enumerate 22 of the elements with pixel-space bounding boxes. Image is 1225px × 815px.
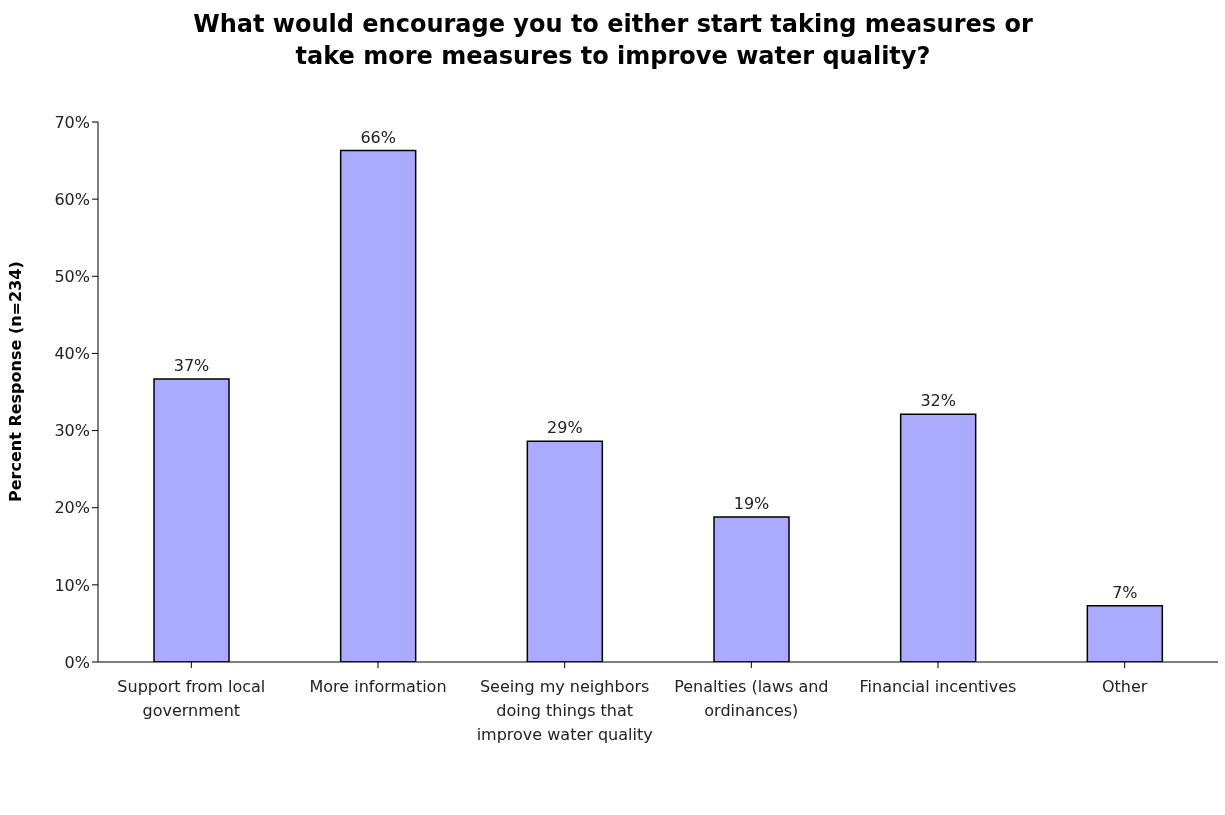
data-label: 37% (173, 355, 210, 375)
x-tick-label: Seeing my neighbors doing things that improve water quality (476, 677, 653, 744)
y-tick-label: 0% (64, 652, 90, 672)
x-tick-label: Support from local government (117, 677, 266, 720)
data-label: 29% (547, 418, 583, 438)
x-tick-label: Financial incentives (859, 677, 1017, 696)
y-tick-label: 20% (54, 498, 90, 518)
y-tick-label: 30% (54, 421, 90, 441)
data-label: 66% (360, 127, 396, 147)
chart-title: What would encourage you to either start taking measures or take more measures to improve water quality? (192, 9, 1034, 72)
data-label: 32% (920, 391, 956, 411)
x-tick-label: More information (309, 677, 447, 696)
y-tick-label: 70% (54, 112, 90, 132)
y-tick-label: 10% (54, 575, 90, 595)
data-label: 19% (733, 493, 770, 513)
data-label: 7% (1112, 582, 1138, 602)
x-tick-label: Penalties (laws and ordinances) (674, 677, 829, 720)
y-tick-label: 50% (54, 266, 90, 286)
y-tick-label: 60% (54, 189, 90, 209)
y-axis-title: Percent Response (n=234) (5, 261, 25, 502)
y-tick-label: 40% (54, 344, 90, 364)
x-tick-label: Other (1101, 677, 1148, 696)
